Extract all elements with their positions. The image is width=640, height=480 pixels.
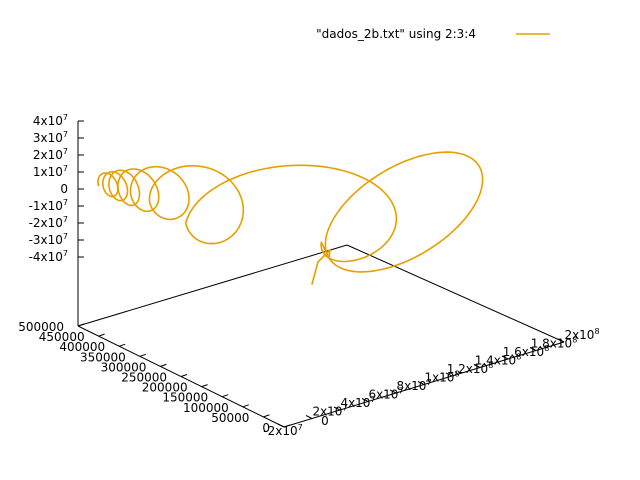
x-tick-label: 1.4x108	[475, 353, 522, 368]
y-tick-label: 0	[262, 421, 270, 435]
y-tick-mark	[139, 353, 146, 357]
z-tick-label: -4x107	[29, 249, 68, 264]
x-tick-label: 0	[321, 414, 329, 428]
y-tick-mark	[242, 404, 249, 408]
y-tick-label: 500000	[18, 320, 64, 334]
x-tick-mark	[529, 347, 537, 351]
y-tick-label: 450000	[39, 330, 85, 344]
z-tick-label: 2x107	[33, 147, 68, 162]
x-tick-mark	[361, 398, 369, 402]
series-trajectory-line	[97, 151, 484, 285]
y-tick-mark	[263, 414, 270, 418]
z-tick-label: -1x107	[29, 198, 68, 213]
z-tick-label: 1x107	[33, 164, 68, 179]
z-tick-label: 0	[60, 182, 68, 196]
y-tick-mark	[77, 323, 85, 327]
y-tick-label: 200000	[142, 381, 188, 395]
y-tick-mark	[201, 384, 208, 388]
x-tick-label: 1.2x108	[447, 361, 494, 376]
y-axis-ticks: 0 500001000001500002000002500003000003500…	[18, 320, 303, 438]
x-tick-label: 2x108	[564, 327, 599, 342]
x-tick-mark	[557, 338, 565, 343]
x-tick-mark	[305, 415, 313, 419]
legend: "dados_2b.txt" using 2:3:4	[316, 27, 550, 41]
x-tick-mark	[277, 423, 285, 428]
x-tick-mark	[389, 389, 397, 394]
x-tick-mark	[445, 372, 453, 377]
back-x-edge	[77, 244, 348, 327]
y-tick-mark	[119, 343, 126, 347]
y-tick-label: 300000	[101, 360, 147, 374]
legend-label: "dados_2b.txt" using 2:3:4	[316, 27, 476, 41]
y-tick-label: 100000	[183, 401, 229, 415]
x-tick-mark	[473, 364, 481, 368]
y-tick-label: 350000	[80, 350, 126, 364]
y-tick-mark	[160, 363, 167, 367]
y-tick-label: 50000	[211, 411, 249, 425]
x-tick-mark	[501, 355, 509, 360]
z-axis-ticks: 4x107 3x107 2x107 1x107 0 -1x107 -2x107 -3x107 -…	[29, 113, 84, 264]
y-tick-mark	[180, 374, 188, 377]
x-axis-ticks: 02x1074x1076x1078x1071x1081.2x1081.4x108…	[277, 327, 600, 428]
z-tick-label: 4x107	[33, 113, 68, 128]
y-tick-mark	[98, 333, 105, 337]
back-y-edge	[346, 244, 565, 343]
z-tick-label: -2x107	[29, 215, 68, 230]
y-tick-label: 150000	[162, 391, 208, 405]
x-tick-mark	[417, 381, 425, 385]
y-corner-label: -2x107	[263, 423, 302, 438]
y-tick-label: 250000	[121, 371, 167, 385]
y-tick-mark	[283, 424, 291, 428]
x-tick-label: 1.6x108	[503, 344, 550, 359]
y-tick-mark	[222, 394, 229, 398]
z-tick-label: 3x107	[33, 130, 68, 145]
x-tick-mark	[333, 406, 341, 411]
y-tick-label: 400000	[59, 340, 105, 354]
x-tick-label: 1.8x108	[531, 336, 578, 351]
z-tick-label: -3x107	[29, 232, 68, 247]
